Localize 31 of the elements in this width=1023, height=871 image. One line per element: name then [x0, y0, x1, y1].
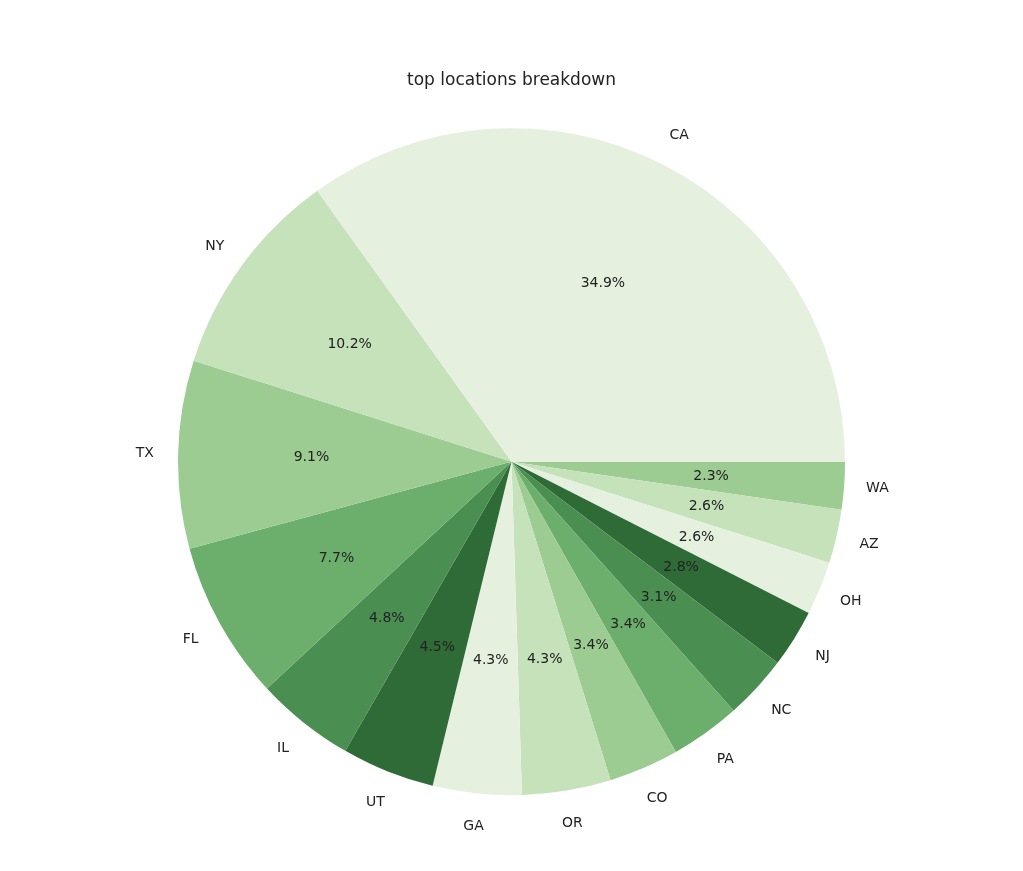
data-label: 4.3%	[473, 651, 509, 668]
data-label: 4.8%	[369, 608, 405, 625]
data-label: 4.3%	[526, 649, 563, 666]
slice-label: CO	[646, 789, 668, 806]
data-label: 4.5%	[419, 638, 456, 655]
slice-label: UT	[365, 793, 386, 809]
data-label: 3.4%	[610, 614, 646, 631]
data-label: 10.2%	[327, 334, 372, 351]
slice-label: OH	[840, 591, 862, 608]
slice-label: TX	[134, 444, 155, 461]
data-label: 9.1%	[293, 447, 330, 464]
slice-label: PA	[716, 750, 735, 767]
slice-label: CA	[669, 126, 690, 142]
data-label: 34.9%	[580, 274, 626, 291]
data-label: 3.4%	[573, 635, 609, 652]
slice-label: FL	[182, 630, 199, 647]
slice-label: NJ	[815, 646, 830, 663]
data-label: 2.3%	[693, 466, 729, 483]
chart-title: top locations breakdown	[407, 68, 616, 89]
slice-label: NC	[771, 700, 792, 717]
slice-label: OR	[561, 814, 583, 831]
slice-label: AZ	[859, 534, 879, 551]
data-label: 7.7%	[318, 549, 355, 566]
data-label: 2.6%	[678, 528, 715, 545]
data-label: 2.8%	[663, 558, 699, 575]
data-label: 2.6%	[688, 497, 725, 514]
data-label: 3.1%	[640, 587, 677, 604]
slice-label: IL	[277, 739, 290, 756]
slice-label: GA	[463, 817, 485, 834]
slice-label: WA	[866, 478, 890, 495]
slice-label: NY	[205, 236, 225, 253]
